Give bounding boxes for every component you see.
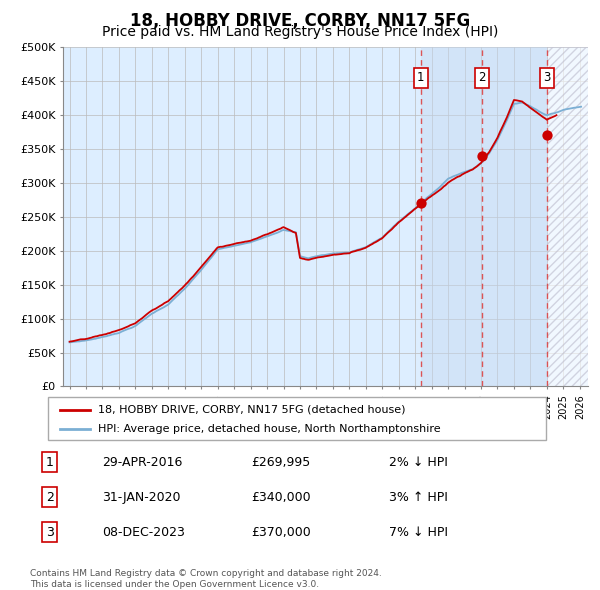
Text: 7% ↓ HPI: 7% ↓ HPI (389, 526, 448, 539)
Text: Price paid vs. HM Land Registry's House Price Index (HPI): Price paid vs. HM Land Registry's House … (102, 25, 498, 39)
Text: 29-APR-2016: 29-APR-2016 (102, 455, 182, 468)
Text: 18, HOBBY DRIVE, CORBY, NN17 5FG (detached house): 18, HOBBY DRIVE, CORBY, NN17 5FG (detach… (98, 405, 406, 415)
Text: 3% ↑ HPI: 3% ↑ HPI (389, 490, 448, 504)
FancyBboxPatch shape (48, 397, 546, 440)
Bar (421, 47, 547, 386)
Text: 31-JAN-2020: 31-JAN-2020 (102, 490, 180, 504)
Text: 3: 3 (543, 71, 551, 84)
Text: 08-DEC-2023: 08-DEC-2023 (102, 526, 185, 539)
Point (542, 131, 551, 140)
Text: HPI: Average price, detached house, North Northamptonshire: HPI: Average price, detached house, Nort… (98, 424, 440, 434)
Text: 1: 1 (46, 455, 54, 468)
Text: Contains HM Land Registry data © Crown copyright and database right 2024.
This d: Contains HM Land Registry data © Crown c… (30, 569, 382, 589)
Text: £340,000: £340,000 (251, 490, 310, 504)
Bar (547, 47, 588, 386)
Text: £370,000: £370,000 (251, 526, 311, 539)
Text: £269,995: £269,995 (251, 455, 310, 468)
Text: 1: 1 (417, 71, 424, 84)
Point (416, 199, 425, 208)
Point (478, 151, 487, 160)
Text: 2: 2 (479, 71, 486, 84)
Text: 2: 2 (46, 490, 54, 504)
Text: 2% ↓ HPI: 2% ↓ HPI (389, 455, 448, 468)
Text: 18, HOBBY DRIVE, CORBY, NN17 5FG: 18, HOBBY DRIVE, CORBY, NN17 5FG (130, 12, 470, 30)
Text: 3: 3 (46, 526, 54, 539)
